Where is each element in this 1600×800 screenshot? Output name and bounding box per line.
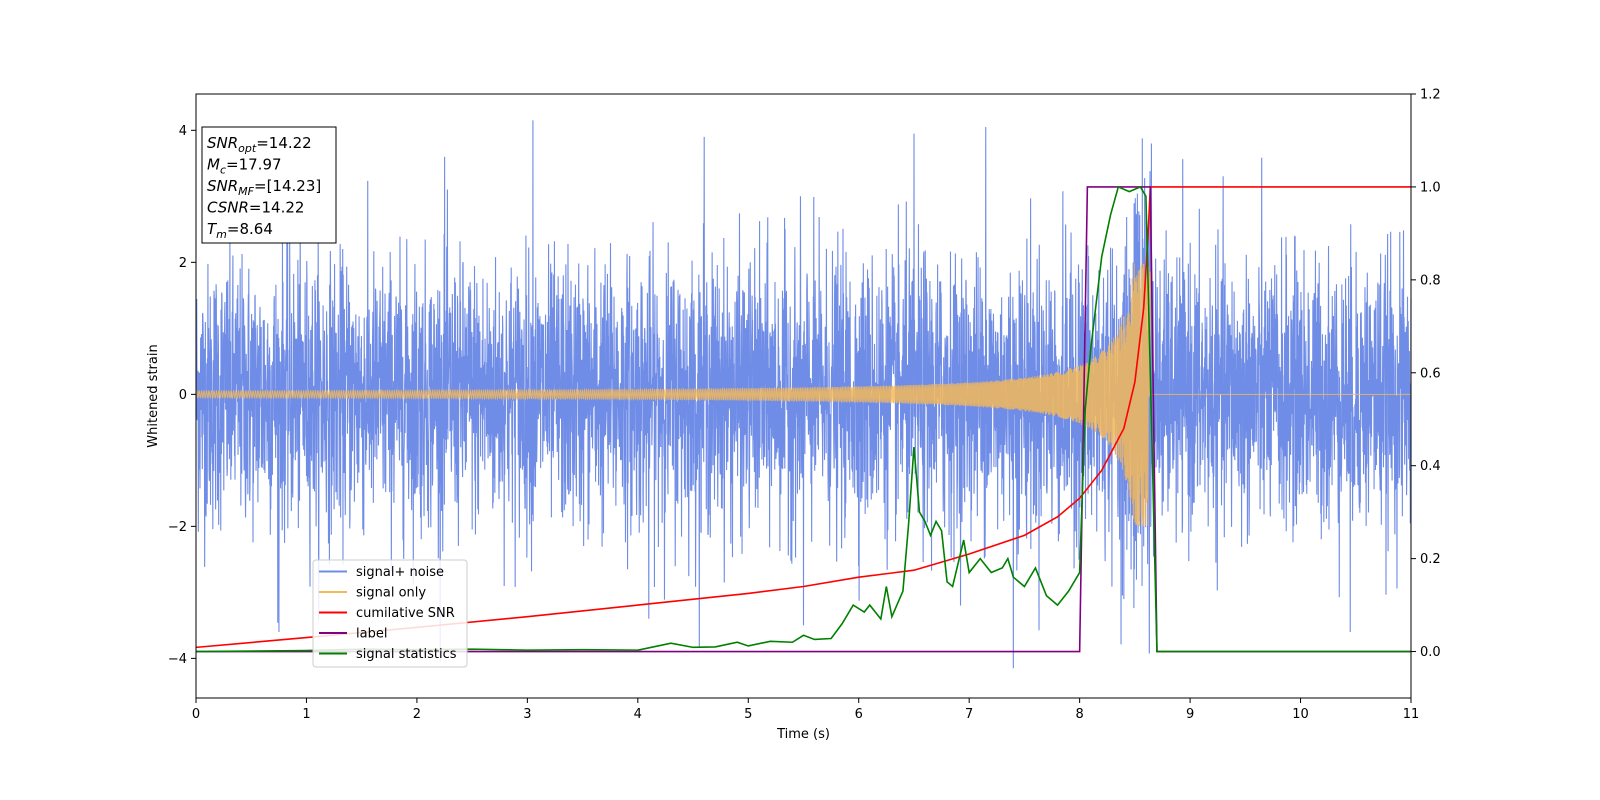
plot-frame xyxy=(195,93,1412,699)
y2-tick-label: 0.8 xyxy=(1420,273,1441,288)
y-axis-label: Whitened strain xyxy=(146,344,161,447)
legend-label: signal only xyxy=(356,586,426,601)
y2-tick-label: 0.4 xyxy=(1420,459,1441,474)
legend-frame xyxy=(312,559,468,668)
y2-tick-label: 0.6 xyxy=(1420,366,1441,381)
legend: signal+ noise signal only cumilative SNR la… xyxy=(312,559,468,668)
x-tick-label: 7 xyxy=(965,707,973,722)
y2-tick-label: 1.2 xyxy=(1420,88,1441,103)
x-tick-label: 1 xyxy=(302,707,310,722)
x-tick-label: 0 xyxy=(192,707,200,722)
legend-label: cumilative SNR xyxy=(356,606,455,621)
x-tick-label: 11 xyxy=(1403,707,1420,722)
x-tick-label: 9 xyxy=(1186,707,1194,722)
y-tick-label: 0 xyxy=(179,388,187,403)
signal-noise-line xyxy=(195,120,1412,669)
y-tick-label: −2 xyxy=(168,520,187,535)
series-signal-noise xyxy=(195,120,1412,669)
annotation-line: SNRMF=[14.23] xyxy=(207,177,321,198)
y-tick-label: 2 xyxy=(179,256,187,271)
x-tick-label: 8 xyxy=(1075,707,1083,722)
legend-label: signal statistics xyxy=(356,647,457,662)
x-tick-label: 2 xyxy=(413,707,421,722)
annotation-box: SNRopt=14.22Mc=17.97SNRMF=[14.23]CSNR=14… xyxy=(201,126,337,244)
annotation-frame xyxy=(201,126,337,244)
x-tick-label: 4 xyxy=(634,707,642,722)
x-axis-label: Time (s) xyxy=(776,727,830,742)
y2-axis-ticks: 0.0 0.2 0.4 0.6 0.8 1.0 1.2 xyxy=(1411,88,1441,660)
x-tick-label: 3 xyxy=(523,707,531,722)
right-axis-series xyxy=(195,185,1411,653)
series-signal-statistics-line xyxy=(195,185,1411,653)
legend-label: signal+ noise xyxy=(356,565,444,580)
series-signal-only xyxy=(195,262,1411,527)
annotation-line: CSNR=14.22 xyxy=(207,199,304,217)
annotation-line: Mc=17.97 xyxy=(207,156,282,177)
annotation-line: SNRopt=14.22 xyxy=(207,134,312,155)
y2-tick-label: 1.0 xyxy=(1420,180,1441,195)
legend-label: label xyxy=(356,627,387,642)
y-tick-label: 4 xyxy=(179,124,187,139)
x-tick-label: 10 xyxy=(1292,707,1309,722)
y-tick-label: −4 xyxy=(168,652,187,667)
x-axis-ticks: 0 1 2 3 4 5 6 7 8 9 10 11 xyxy=(192,698,1419,722)
x-tick-label: 6 xyxy=(855,707,863,722)
series-cumilative-snr-line xyxy=(195,186,1411,649)
x-tick-label: 5 xyxy=(744,707,752,722)
y-axis-ticks: −4 −2 0 2 4 xyxy=(168,124,196,667)
y2-tick-label: 0.0 xyxy=(1420,645,1441,660)
y2-tick-label: 0.2 xyxy=(1420,552,1441,567)
signal-only-line xyxy=(195,262,1411,527)
annotation-line: Tm=8.64 xyxy=(207,220,273,241)
